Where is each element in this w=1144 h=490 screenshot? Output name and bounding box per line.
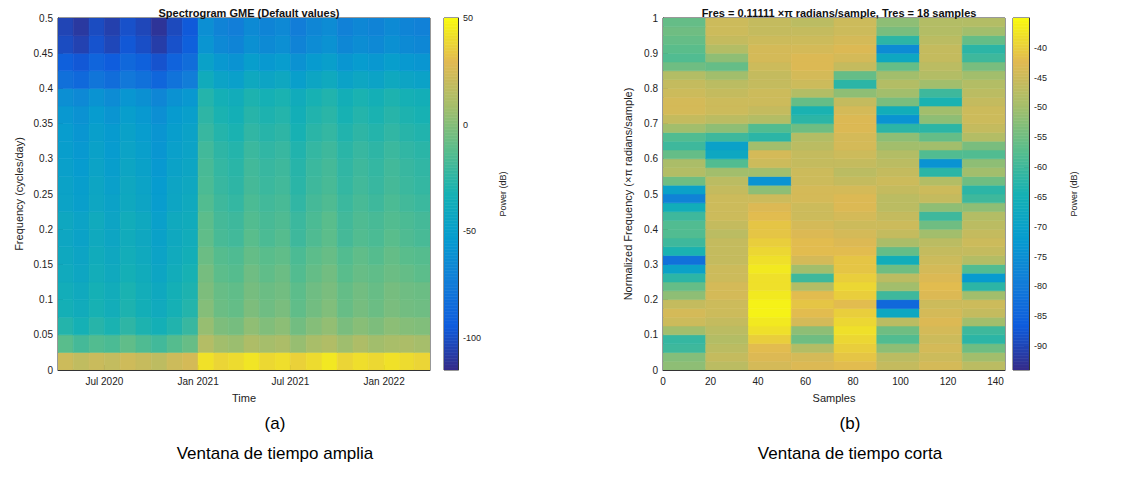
- svg-text:0.05: 0.05: [34, 329, 54, 340]
- svg-text:0.1: 0.1: [39, 294, 53, 305]
- svg-text:-65: -65: [1034, 192, 1047, 202]
- svg-text:Ventana de tiempo amplia: Ventana de tiempo amplia: [177, 444, 374, 463]
- svg-text:0.9: 0.9: [644, 48, 658, 59]
- svg-text:0: 0: [652, 365, 658, 376]
- svg-text:Jan 2022: Jan 2022: [364, 376, 406, 387]
- svg-text:0.15: 0.15: [34, 259, 54, 270]
- svg-text:-50: -50: [463, 226, 476, 236]
- svg-text:-70: -70: [1034, 222, 1047, 232]
- svg-text:0.4: 0.4: [39, 83, 53, 94]
- svg-text:1: 1: [652, 13, 658, 24]
- svg-text:-40: -40: [1034, 43, 1047, 53]
- svg-text:120: 120: [940, 376, 957, 387]
- svg-text:-100: -100: [463, 333, 481, 343]
- svg-text:0.6: 0.6: [644, 153, 658, 164]
- svg-text:0.3: 0.3: [644, 259, 658, 270]
- svg-text:Jul 2021: Jul 2021: [271, 376, 309, 387]
- svg-text:0.35: 0.35: [34, 118, 54, 129]
- svg-text:0.5: 0.5: [644, 189, 658, 200]
- svg-text:0.4: 0.4: [644, 224, 658, 235]
- svg-text:Jan 2021: Jan 2021: [178, 376, 220, 387]
- svg-text:40: 40: [752, 376, 764, 387]
- svg-text:Power (dB): Power (dB): [1069, 171, 1079, 216]
- svg-text:Frequency (cycles/day): Frequency (cycles/day): [13, 137, 25, 251]
- svg-text:-60: -60: [1034, 162, 1047, 172]
- svg-text:80: 80: [847, 376, 859, 387]
- svg-text:Jul 2020: Jul 2020: [85, 376, 123, 387]
- svg-text:-80: -80: [1034, 281, 1047, 291]
- svg-text:Samples: Samples: [813, 392, 856, 404]
- svg-text:0.2: 0.2: [39, 224, 53, 235]
- svg-text:50: 50: [463, 13, 473, 23]
- svg-text:0.1: 0.1: [644, 329, 658, 340]
- svg-text:-90: -90: [1034, 341, 1047, 351]
- svg-text:0.45: 0.45: [34, 48, 54, 59]
- svg-text:Fres = 0.11111 ×π radians/samp: Fres = 0.11111 ×π radians/sample, Tres =…: [702, 7, 977, 19]
- svg-text:(a): (a): [265, 414, 286, 433]
- svg-text:(b): (b): [840, 414, 861, 433]
- svg-text:60: 60: [800, 376, 812, 387]
- svg-text:Spectrogram GME (Default value: Spectrogram GME (Default values): [159, 7, 340, 19]
- svg-text:-85: -85: [1034, 311, 1047, 321]
- svg-text:100: 100: [892, 376, 909, 387]
- svg-text:0.7: 0.7: [644, 118, 658, 129]
- svg-text:20: 20: [705, 376, 717, 387]
- svg-text:0.8: 0.8: [644, 83, 658, 94]
- svg-text:Time: Time: [232, 392, 256, 404]
- svg-text:0.5: 0.5: [39, 13, 53, 24]
- svg-text:Power (dB): Power (dB): [498, 171, 508, 216]
- svg-text:0: 0: [660, 376, 666, 387]
- svg-text:-55: -55: [1034, 132, 1047, 142]
- svg-text:Ventana de tiempo corta: Ventana de tiempo corta: [758, 444, 943, 463]
- svg-text:0.3: 0.3: [39, 153, 53, 164]
- svg-text:140: 140: [987, 376, 1004, 387]
- svg-text:-45: -45: [1034, 73, 1047, 83]
- svg-text:0.25: 0.25: [34, 189, 54, 200]
- svg-text:-50: -50: [1034, 102, 1047, 112]
- svg-text:-75: -75: [1034, 252, 1047, 262]
- svg-text:Normalized Frequency (×π radia: Normalized Frequency (×π radians/sample): [622, 88, 634, 301]
- svg-text:0: 0: [47, 365, 53, 376]
- svg-text:0: 0: [463, 120, 468, 130]
- svg-text:0.2: 0.2: [644, 294, 658, 305]
